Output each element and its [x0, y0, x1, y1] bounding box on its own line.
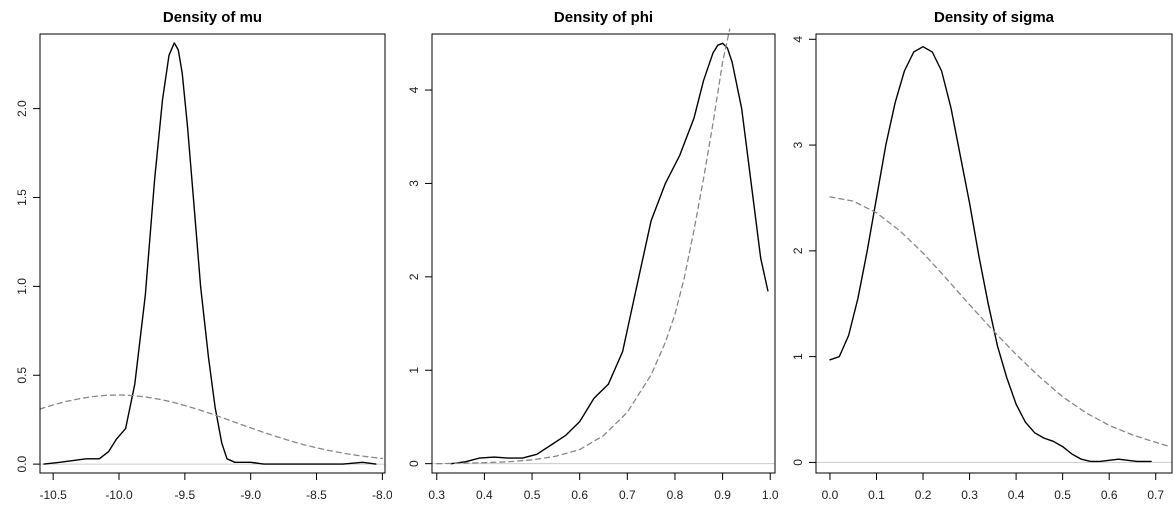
y-tick-label: 2.0	[15, 100, 29, 117]
x-tick-label: 0.6	[571, 488, 588, 502]
y-tick-label: 1.5	[15, 189, 29, 206]
y-tick-label: 1	[407, 367, 421, 374]
y-tick-label: 3	[791, 141, 805, 148]
x-tick-label: 0.6	[1101, 488, 1118, 502]
y-tick-label: 3	[407, 180, 421, 187]
plot-frame	[815, 33, 1173, 474]
chart-svg: Density of phi 0.3 0.4 0.5 0.6 0.7 0.8 0.9 1.0 0 1…	[407, 9, 779, 502]
y-tick-label: 0.0	[15, 455, 29, 472]
x-tick-label: 1.0	[762, 488, 779, 502]
x-tick-label: -9.5	[175, 488, 196, 502]
chart-svg: Density of sigma 0.0 0.1 0.2 0.3 0.4 0.5 0.6 0.7…	[791, 9, 1173, 502]
posterior-density-line	[450, 42, 769, 465]
x-tick-label: 0.5	[524, 488, 541, 502]
prior-density-line	[436, 28, 731, 465]
density-sigma-panel: Density of sigma 0.0 0.1 0.2 0.3 0.4 0.5 0.6 0.7…	[784, 0, 1175, 513]
x-tick-label: 0.4	[1008, 488, 1025, 502]
x-tick-label: 0.2	[915, 488, 932, 502]
plot-frame	[431, 33, 776, 474]
x-tick-label: 0.9	[714, 488, 731, 502]
chart-svg: Density of mu -10.5 -10.0 -9.5 -9.0 -8.5 -8.0 0…	[15, 9, 392, 502]
x-tick-label: 0.3	[961, 488, 978, 502]
x-tick-label: 0.4	[476, 488, 493, 502]
posterior-density-line	[43, 42, 377, 465]
y-tick-label: 0	[407, 460, 421, 467]
chart-title: Density of sigma	[934, 9, 1055, 26]
y-tick-label: 2	[791, 247, 805, 254]
x-tick-label: 0.1	[868, 488, 885, 502]
x-tick-label: 0.3	[428, 488, 445, 502]
prior-density-line	[39, 394, 384, 460]
y-tick-label: 4	[791, 36, 805, 43]
x-tick-label: -10.5	[39, 488, 67, 502]
x-tick-label: 0.0	[822, 488, 839, 502]
x-tick-label: -8.5	[306, 488, 327, 502]
x-tick-label: 0.7	[1147, 488, 1164, 502]
x-tick-label: 0.5	[1054, 488, 1071, 502]
y-tick-label: 4	[407, 86, 421, 93]
y-tick-label: 0.5	[15, 367, 29, 384]
density-mu-panel: Density of mu -10.5 -10.0 -9.5 -9.0 -8.5 -8.0 0…	[0, 0, 392, 513]
chart-title: Density of phi	[554, 9, 653, 26]
chart-title: Density of mu	[163, 9, 262, 26]
plot-frame	[39, 33, 386, 474]
x-tick-label: -10.0	[105, 488, 133, 502]
y-tick-label: 1	[791, 353, 805, 360]
x-tick-label: -9.0	[240, 488, 261, 502]
density-phi-panel: Density of phi 0.3 0.4 0.5 0.6 0.7 0.8 0.9 1.0 0 1…	[392, 0, 784, 513]
y-tick-label: 2	[407, 273, 421, 280]
x-tick-label: 0.7	[619, 488, 636, 502]
x-tick-label: -8.0	[372, 488, 392, 502]
y-tick-label: 0	[791, 459, 805, 466]
x-tick-label: 0.8	[667, 488, 684, 502]
y-tick-label: 1.0	[15, 278, 29, 295]
prior-density-line	[829, 196, 1171, 448]
posterior-density-line	[829, 46, 1152, 463]
